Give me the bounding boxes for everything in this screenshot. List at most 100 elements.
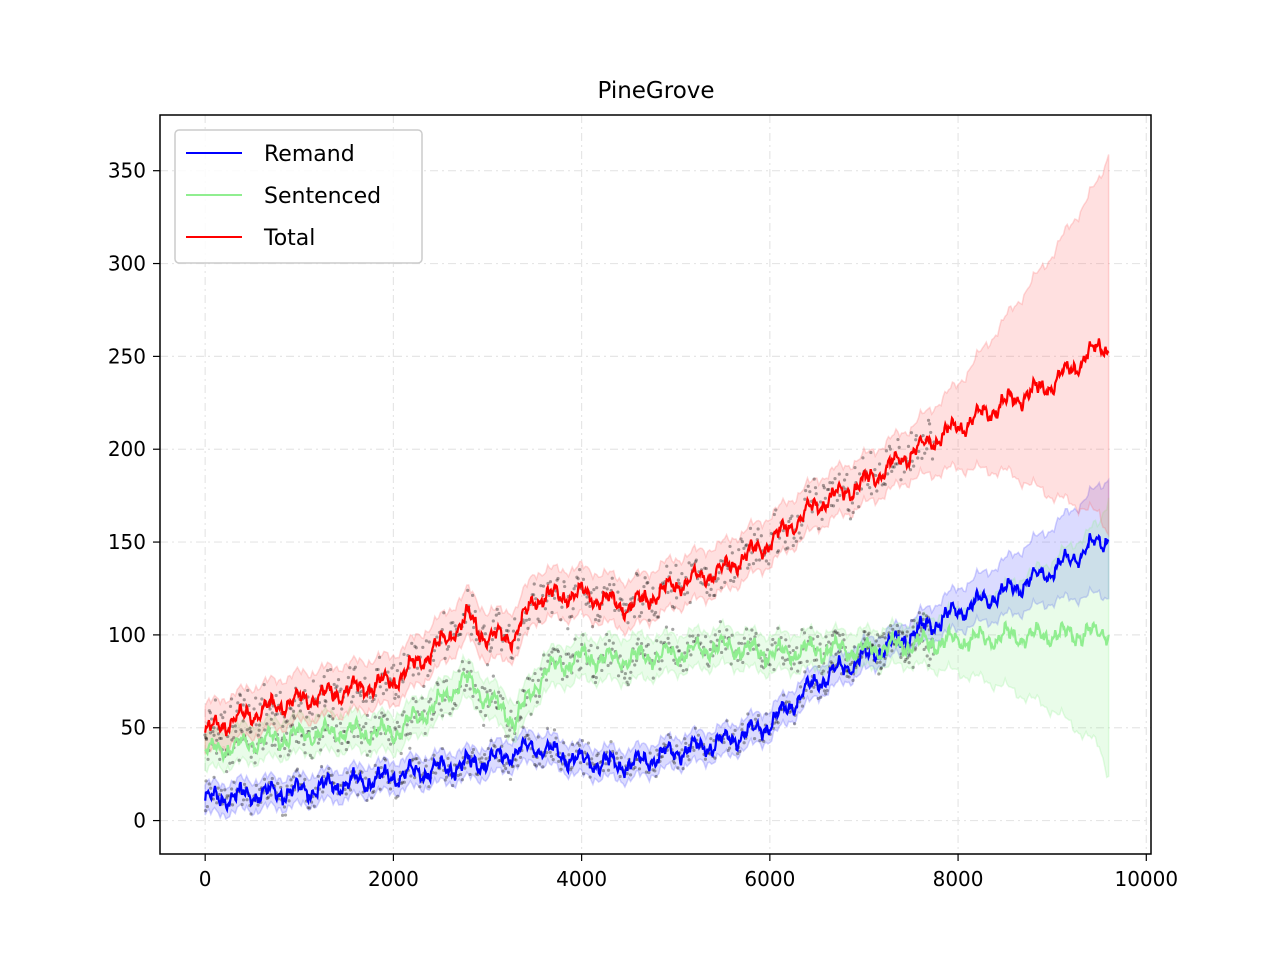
observed-point [681,767,685,771]
observed-point [555,648,559,652]
observed-point [803,497,807,501]
observed-point [239,728,243,732]
observed-point [883,482,887,487]
observed-point [923,451,927,455]
observed-point [359,741,364,745]
observed-point [867,631,871,635]
observed-point [829,660,833,664]
observed-point [674,563,678,567]
observed-point [328,714,332,719]
observed-point [684,575,688,580]
observed-point [404,733,408,737]
observed-point [249,812,253,816]
observed-point [426,674,430,678]
observed-point [831,504,836,508]
observed-point [819,695,823,699]
observed-point [395,668,399,673]
observed-point [340,707,344,711]
observed-point [270,743,274,747]
observed-point [687,561,691,565]
observed-point [754,558,758,562]
observed-point [576,741,580,745]
observed-point [456,773,460,778]
observed-point [331,717,335,721]
observed-point [757,558,762,562]
observed-point [501,769,505,773]
observed-point [203,733,207,737]
observed-point [284,720,288,724]
observed-point [729,578,733,583]
observed-point [920,456,924,461]
observed-point [427,785,431,789]
observed-point [868,486,872,490]
observed-point [536,617,540,621]
observed-point [472,625,476,630]
observed-point [693,726,698,730]
observed-point [209,786,213,790]
observed-point [396,794,400,798]
observed-point [365,798,369,803]
observed-point [842,638,846,642]
observed-point [346,675,350,680]
observed-point [248,726,252,730]
observed-point [878,660,882,664]
observed-point [696,633,700,637]
observed-point [897,445,901,449]
observed-point [518,632,522,637]
observed-point [565,675,569,679]
observed-point [699,581,703,585]
observed-point [273,743,277,747]
observed-point [783,540,787,544]
observed-point [249,755,253,759]
observed-point [776,626,780,630]
observed-point [927,422,932,426]
observed-point [431,658,436,663]
observed-point [833,477,837,481]
observed-point [653,769,657,773]
observed-point [554,736,558,740]
observed-point [241,703,245,707]
observed-point [313,725,318,730]
observed-point [829,503,833,508]
observed-point [781,693,786,697]
x-tick-label: 10000 [1114,867,1178,891]
observed-point [631,767,636,771]
observed-point [432,753,436,757]
observed-point [873,468,877,472]
observed-point [788,517,793,521]
observed-point [265,712,269,717]
observed-point [382,757,386,761]
observed-point [588,775,592,779]
observed-point [671,759,675,763]
observed-point [609,740,613,744]
y-tick-label: 300 [108,252,146,276]
observed-point [470,750,474,755]
observed-point [576,577,580,581]
observed-point [776,549,781,553]
observed-point [606,663,610,668]
observed-point [463,766,467,770]
observed-point [706,583,711,587]
x-tick-label: 0 [199,867,212,891]
observed-point [908,468,913,472]
observed-point [372,789,376,793]
observed-point [322,675,326,679]
observed-point [541,593,545,598]
observed-point [802,696,806,700]
line-layer [204,338,1110,814]
observed-point [362,725,366,729]
observed-point [285,719,289,723]
observed-point [910,459,914,463]
observed-point [559,767,563,771]
observed-point [242,782,247,786]
observed-point [511,738,515,742]
observed-point [258,787,262,792]
observed-point [738,749,742,754]
observed-point [790,514,794,518]
observed-point [292,716,296,720]
observed-point [449,621,453,625]
observed-point [334,724,339,728]
observed-point [402,652,406,656]
observed-point [715,638,720,642]
observed-point [516,638,521,642]
